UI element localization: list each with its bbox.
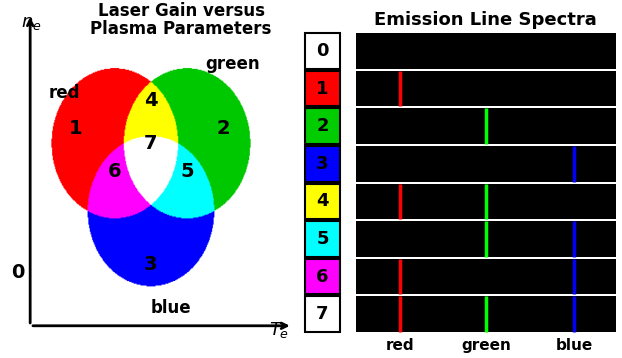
Text: 7: 7 [144, 134, 157, 153]
Text: blue: blue [555, 338, 593, 353]
FancyBboxPatch shape [356, 71, 616, 106]
FancyBboxPatch shape [305, 259, 340, 294]
Text: red: red [49, 84, 80, 102]
Text: green: green [461, 338, 511, 353]
Text: 5: 5 [316, 230, 329, 248]
Text: 1: 1 [316, 79, 329, 98]
Text: 1: 1 [68, 119, 82, 139]
FancyBboxPatch shape [356, 108, 616, 144]
FancyBboxPatch shape [356, 221, 616, 257]
Text: 2: 2 [216, 119, 230, 139]
Text: 2: 2 [316, 117, 329, 135]
FancyBboxPatch shape [356, 184, 616, 219]
Text: 3: 3 [144, 255, 157, 275]
Text: blue: blue [151, 299, 192, 317]
FancyBboxPatch shape [305, 221, 340, 257]
Text: Emission Line Spectra: Emission Line Spectra [374, 11, 597, 29]
FancyBboxPatch shape [356, 296, 616, 332]
Text: 0: 0 [11, 262, 25, 282]
Text: 4: 4 [316, 192, 329, 211]
Text: 4: 4 [144, 91, 157, 110]
FancyBboxPatch shape [356, 146, 616, 182]
FancyBboxPatch shape [305, 146, 340, 182]
FancyBboxPatch shape [356, 33, 616, 69]
FancyBboxPatch shape [356, 259, 616, 294]
Text: 0: 0 [316, 42, 329, 60]
Text: Laser Gain versus: Laser Gain versus [98, 2, 264, 20]
FancyBboxPatch shape [305, 71, 340, 106]
FancyBboxPatch shape [305, 296, 340, 332]
Text: $n_e$: $n_e$ [21, 14, 42, 32]
Text: 3: 3 [316, 155, 329, 173]
FancyBboxPatch shape [305, 108, 340, 144]
Text: 6: 6 [316, 267, 329, 286]
Text: Plasma Parameters: Plasma Parameters [90, 20, 272, 38]
FancyBboxPatch shape [305, 33, 340, 69]
Text: 6: 6 [108, 162, 121, 182]
Text: $T_e$: $T_e$ [269, 320, 290, 340]
Text: green: green [205, 55, 260, 73]
Text: red: red [386, 338, 414, 353]
Text: 5: 5 [180, 162, 194, 182]
FancyBboxPatch shape [305, 184, 340, 219]
Text: 7: 7 [316, 305, 329, 323]
